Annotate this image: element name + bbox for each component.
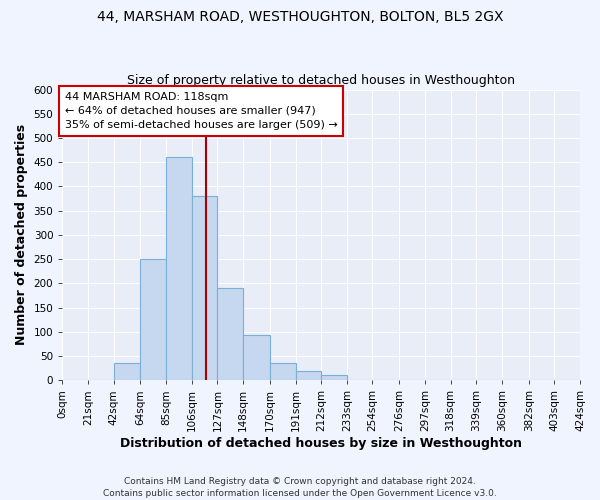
Title: Size of property relative to detached houses in Westhoughton: Size of property relative to detached ho… bbox=[127, 74, 515, 87]
Bar bbox=[192, 196, 217, 380]
Bar bbox=[243, 335, 270, 380]
Bar bbox=[166, 158, 192, 380]
Y-axis label: Number of detached properties: Number of detached properties bbox=[15, 124, 28, 346]
Bar bbox=[270, 364, 296, 380]
Bar bbox=[296, 370, 321, 380]
Bar bbox=[321, 376, 347, 380]
Text: Contains HM Land Registry data © Crown copyright and database right 2024.
Contai: Contains HM Land Registry data © Crown c… bbox=[103, 476, 497, 498]
Bar bbox=[217, 288, 243, 380]
Bar bbox=[113, 364, 140, 380]
X-axis label: Distribution of detached houses by size in Westhoughton: Distribution of detached houses by size … bbox=[120, 437, 522, 450]
Bar bbox=[140, 259, 166, 380]
Text: 44 MARSHAM ROAD: 118sqm
← 64% of detached houses are smaller (947)
35% of semi-d: 44 MARSHAM ROAD: 118sqm ← 64% of detache… bbox=[65, 92, 338, 130]
Text: 44, MARSHAM ROAD, WESTHOUGHTON, BOLTON, BL5 2GX: 44, MARSHAM ROAD, WESTHOUGHTON, BOLTON, … bbox=[97, 10, 503, 24]
